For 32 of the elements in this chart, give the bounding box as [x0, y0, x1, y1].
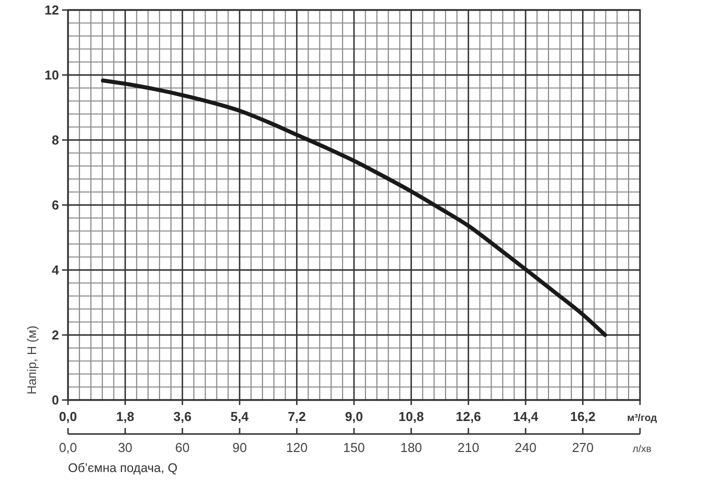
x-tick-label: 14,4	[512, 409, 540, 424]
x2-tick-label: 60	[175, 440, 190, 455]
x-tick-label: 16,2	[570, 409, 596, 424]
y-tick-label: 6	[52, 198, 59, 213]
x2-tick-label: 90	[232, 440, 247, 455]
text: Об’ємна подача, Q	[68, 461, 178, 475]
x2-tick-label: 0,0	[58, 440, 78, 455]
y-axis-title: Напір, Н (м)	[25, 326, 39, 394]
x-tick-label: 3,6	[173, 409, 192, 424]
x2-tick-label: 120	[286, 440, 308, 455]
y-tick-label: 2	[52, 328, 59, 343]
x-axis-title: м³/год	[627, 413, 658, 424]
y-tick-label: 12	[44, 2, 59, 18]
x2-tick-label: 270	[572, 440, 594, 455]
x2-tick-label: 30	[118, 440, 132, 455]
y-tick-label: 10	[44, 68, 59, 83]
y-tick-label: 8	[52, 132, 59, 148]
y-tick-label: 0	[52, 392, 59, 408]
x-tick-label: 10,8	[398, 409, 424, 424]
x2-tick-label: 180	[400, 440, 422, 455]
x-tick-label: 9,0	[344, 409, 364, 424]
x-tick-label: 12,6	[456, 409, 482, 424]
x-tick-label: 5,4	[230, 409, 250, 424]
x-tick-label: 1,8	[116, 409, 134, 424]
x2-axis-title: л/хв	[632, 444, 652, 455]
line-series	[100, 78, 608, 337]
x2-tick-label: 240	[514, 440, 536, 455]
x-tick-label: 0,0	[58, 409, 78, 424]
x2-tick-label: 210	[458, 440, 480, 455]
x-tick-label: 7,2	[288, 409, 306, 424]
x2-tick-label: 150	[343, 440, 365, 455]
y-tick-label: 4	[52, 262, 60, 278]
